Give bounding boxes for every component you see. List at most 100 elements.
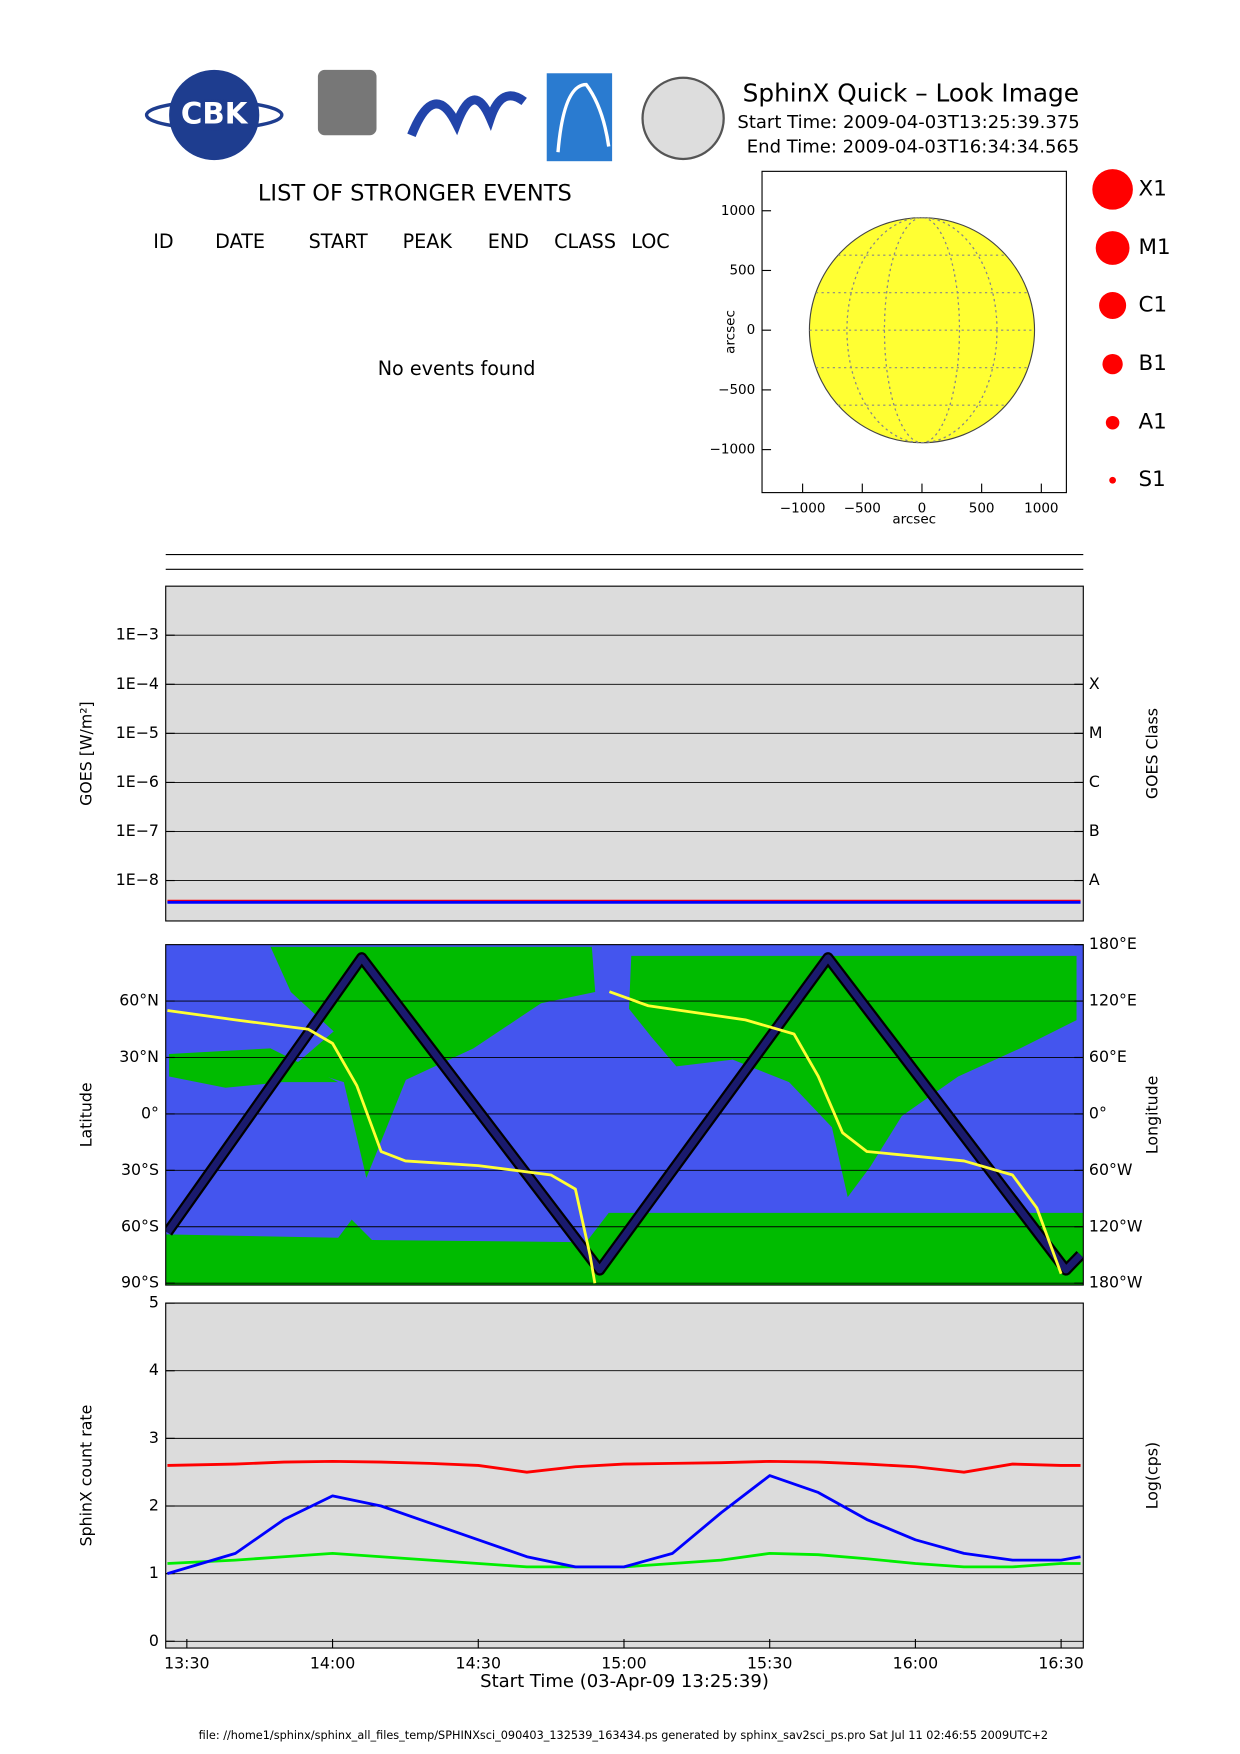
series-line xyxy=(167,990,1063,1284)
y2-tick-label: A xyxy=(1089,870,1100,889)
x-tick-label: −500 xyxy=(844,500,881,516)
y-tick-label: 60°N xyxy=(119,991,159,1010)
plot-frame xyxy=(165,1302,1084,1649)
logo-seal xyxy=(641,76,725,161)
y-tick-label: 0 xyxy=(747,322,756,338)
legend-label: S1 xyxy=(1139,467,1166,492)
y-tick-label: 1E−8 xyxy=(116,870,159,889)
x-tick-label: 13:30 xyxy=(164,1653,209,1672)
legend-label: A1 xyxy=(1139,410,1167,435)
column-header: PEAK xyxy=(403,230,453,253)
y-axis-label: SphinX count rate xyxy=(76,1405,95,1547)
y-tick-label: 30°N xyxy=(119,1047,159,1066)
y-tick-label: 1E−4 xyxy=(116,674,159,693)
sun-disk xyxy=(808,217,1036,444)
plot-background xyxy=(165,1303,1084,1649)
legend-marker xyxy=(1102,353,1123,375)
series-line xyxy=(167,1551,1081,1569)
events-title: LIST OF STRONGER EVENTS xyxy=(258,180,572,206)
legend-label: M1 xyxy=(1139,235,1171,260)
column-header: DATE xyxy=(215,230,265,253)
meridian xyxy=(846,217,998,444)
y-tick-label: 1 xyxy=(149,1563,159,1582)
coverage-area xyxy=(270,946,596,1178)
series-line xyxy=(167,1474,1081,1575)
y-tick-label: −1000 xyxy=(710,442,756,458)
y-tick-label: 60°S xyxy=(121,1216,159,1235)
legend-marker xyxy=(1095,231,1130,265)
footer: file: //home1/sphinx/sphinx_all_files_te… xyxy=(199,1729,1048,1742)
plot-frame xyxy=(761,170,1067,494)
backgrounds xyxy=(165,171,1084,1649)
coverage-area xyxy=(629,955,1077,1198)
events-message: No events found xyxy=(378,357,536,380)
plot-background xyxy=(165,586,1084,921)
y2-tick-label: 120°W xyxy=(1089,1216,1143,1235)
logo-mifi xyxy=(407,91,527,137)
start-time: Start Time: 2009-04-03T13:25:39.375 xyxy=(737,112,1079,133)
plot-frame xyxy=(165,944,1084,1286)
y2-tick-label: 180°E xyxy=(1089,934,1137,953)
legend-label: X1 xyxy=(1139,176,1167,201)
x-tick-label: 14:30 xyxy=(456,1653,501,1672)
logos: CBK xyxy=(144,69,725,162)
series-line xyxy=(165,954,1083,1274)
y-tick-label: 1E−5 xyxy=(116,723,159,742)
column-header: ID xyxy=(153,230,173,253)
x-tick-label: 0 xyxy=(918,500,927,516)
y-tick-label: 5 xyxy=(149,1293,159,1312)
logo-cbk xyxy=(169,69,260,161)
logo-arc xyxy=(556,82,611,153)
x-tick-label: 500 xyxy=(969,500,995,516)
y2-tick-label: 0° xyxy=(1089,1103,1107,1122)
column-header: END xyxy=(488,230,529,253)
legend-marker xyxy=(1092,169,1133,210)
y2-tick-label: B xyxy=(1089,821,1100,840)
y-tick-label: 3 xyxy=(149,1428,159,1447)
legend-label: C1 xyxy=(1139,292,1168,317)
y-axis-label: Latitude xyxy=(76,1082,95,1147)
x-axis-label: Start Time (03-Apr-09 13:25:39) xyxy=(480,1671,769,1692)
y-tick-label: 0 xyxy=(149,1631,159,1650)
y2-tick-label: 180°W xyxy=(1089,1273,1143,1292)
y2-axis-label: Log(cps) xyxy=(1143,1442,1162,1509)
coverage-area xyxy=(165,1212,1084,1286)
series-line xyxy=(167,1459,1081,1474)
logo-portrait xyxy=(317,69,377,136)
x-tick-label: 16:00 xyxy=(893,1653,938,1672)
y-tick-label: 500 xyxy=(729,262,755,278)
y-axis-label: GOES [W/m²] xyxy=(76,701,95,806)
y2-tick-label: 60°W xyxy=(1089,1160,1133,1179)
x-tick-label: 15:00 xyxy=(601,1653,646,1672)
y2-tick-label: C xyxy=(1089,772,1100,791)
logo-text: CBK xyxy=(181,96,249,130)
y2-tick-label: 60°E xyxy=(1089,1047,1127,1066)
orbit-coverage xyxy=(165,946,1084,1286)
y2-axis-label: GOES Class xyxy=(1143,708,1162,799)
foreground: ID DATE START PEAK END CLASS LOCX1M1C1B1A1S1−1… xyxy=(76,169,1171,1692)
plot-frame xyxy=(165,585,1084,922)
x-tick-label: 15:30 xyxy=(747,1653,792,1672)
y-tick-label: 1E−7 xyxy=(116,821,159,840)
legend-marker xyxy=(1099,291,1127,320)
end-time: End Time: 2009-04-03T16:34:34.565 xyxy=(747,137,1080,158)
y-tick-label: 30°S xyxy=(121,1160,159,1179)
column-header: CLASS xyxy=(554,230,616,253)
x-tick-label: 14:00 xyxy=(310,1653,355,1672)
logo-ring xyxy=(144,99,284,131)
y-tick-label: 1E−3 xyxy=(116,625,159,644)
legend-marker xyxy=(1105,415,1120,430)
legend-label: B1 xyxy=(1139,351,1167,376)
y-tick-label: 4 xyxy=(149,1360,159,1379)
y2-tick-label: 120°E xyxy=(1089,991,1137,1010)
title: SphinX Quick – Look Image xyxy=(743,79,1079,108)
x-tick-label: 16:30 xyxy=(1038,1653,1083,1672)
y-tick-label: 2 xyxy=(149,1496,159,1515)
y-tick-label: 90°S xyxy=(121,1273,159,1292)
coverage-area xyxy=(169,1048,339,1088)
y-tick-label: 1E−6 xyxy=(116,772,159,791)
y2-axis-label: Longitude xyxy=(1143,1076,1162,1154)
x-axis-label: arcsec xyxy=(892,512,936,528)
x-tick-label: −1000 xyxy=(780,500,826,516)
